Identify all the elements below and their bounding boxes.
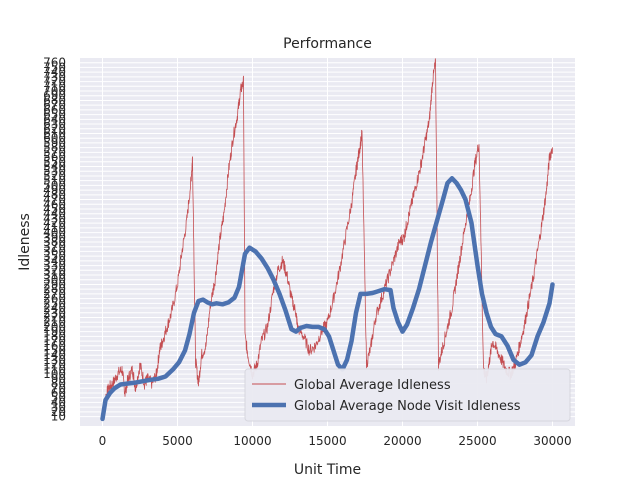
y-tick-label: 600 (43, 131, 66, 145)
y-tick-label: 210 (43, 315, 66, 329)
y-tick-label: 690 (43, 89, 66, 103)
y-tick-label: 320 (43, 263, 66, 277)
y-tick-label: 440 (43, 207, 66, 221)
y-tick-label: 270 (43, 287, 66, 301)
y-tick-label: 10 (51, 410, 66, 424)
x-tick-label: 0 (99, 434, 107, 448)
y-tick-label: 700 (43, 84, 66, 98)
y-tick-label: 230 (43, 306, 66, 320)
y-tick-label: 470 (43, 193, 66, 207)
y-tick-label: 30 (51, 400, 66, 414)
y-tick-label: 90 (51, 372, 66, 386)
y-axis-label: Idleness (17, 213, 33, 271)
legend-box (244, 368, 571, 422)
y-tick-label: 180 (43, 329, 66, 343)
y-tick-label: 250 (43, 296, 66, 310)
y-tick-label: 550 (43, 155, 66, 169)
y-tick-label: 650 (43, 108, 66, 122)
y-tick-label: 560 (43, 150, 66, 164)
y-tick-label: 240 (43, 301, 66, 315)
series-line-global-average-idleness (102, 58, 553, 419)
y-tick-label: 670 (43, 98, 66, 112)
y-tick-label: 160 (43, 339, 66, 353)
x-tick-label: 25000 (458, 434, 496, 448)
y-tick-label: 150 (43, 344, 66, 358)
y-tick-label: 190 (43, 325, 66, 339)
y-tick-label: 490 (43, 183, 66, 197)
y-tick-label: 570 (43, 145, 66, 159)
y-tick-label: 360 (43, 244, 66, 258)
x-tick-label: 30000 (533, 434, 571, 448)
y-tick-label: 680 (43, 93, 66, 107)
y-tick-labels: 1020304050607080901001101201301401501601… (43, 56, 66, 424)
y-tick-label: 730 (43, 70, 66, 84)
y-tick-label: 290 (43, 277, 66, 291)
y-tick-label: 130 (43, 353, 66, 367)
series-line-node-visit-idleness (100, 176, 555, 422)
y-tick-label: 200 (43, 320, 66, 334)
y-tick-label: 520 (43, 169, 66, 183)
y-tick-label: 50 (51, 391, 66, 405)
y-tick-label: 340 (43, 254, 66, 268)
x-tick-label: 5000 (162, 434, 193, 448)
y-tick-label: 660 (43, 103, 66, 117)
y-tick-label: 740 (43, 65, 66, 79)
y-tick-label: 370 (43, 240, 66, 254)
y-tick-label: 390 (43, 230, 66, 244)
y-tick-label: 480 (43, 188, 66, 202)
y-tick-label: 410 (43, 221, 66, 235)
y-tick-label: 60 (51, 386, 66, 400)
y-tick-label: 540 (43, 160, 66, 174)
y-tick-label: 530 (43, 164, 66, 178)
y-tick-label: 580 (43, 141, 66, 155)
x-tick-label: 10000 (233, 434, 271, 448)
y-tick-label: 590 (43, 136, 66, 150)
y-tick-label: 620 (43, 122, 66, 136)
y-tick-label: 630 (43, 117, 66, 131)
y-tick-label: 510 (43, 174, 66, 188)
legend: Global Average Idleness Global Average N… (244, 368, 571, 422)
y-tick-label: 460 (43, 197, 66, 211)
y-tick-label: 720 (43, 75, 66, 89)
y-tick-label: 280 (43, 282, 66, 296)
y-tick-label: 430 (43, 211, 66, 225)
y-tick-label: 610 (43, 126, 66, 140)
y-tick-label: 500 (43, 178, 66, 192)
legend-label-idleness: Global Average Idleness (294, 378, 451, 393)
legend-label-node-visit: Global Average Node Visit Idleness (294, 399, 521, 414)
series-layer (100, 58, 555, 422)
chart-title: Performance (283, 36, 372, 52)
y-tick-label: 110 (43, 362, 66, 376)
y-tick-label: 70 (51, 381, 66, 395)
y-tick-label: 170 (43, 334, 66, 348)
y-tick-label: 750 (43, 60, 66, 74)
y-tick-label: 300 (43, 273, 66, 287)
y-tick-label: 120 (43, 358, 66, 372)
y-tick-label: 140 (43, 348, 66, 362)
y-tick-label: 330 (43, 259, 66, 273)
y-tick-label: 380 (43, 235, 66, 249)
y-tick-label: 80 (51, 377, 66, 391)
y-tick-label: 760 (43, 56, 66, 70)
y-tick-label: 450 (43, 202, 66, 216)
y-tick-label: 420 (43, 216, 66, 230)
x-tick-labels: 0 5000 10000 15000 20000 25000 30000 (99, 434, 572, 448)
y-tick-label: 310 (43, 268, 66, 282)
y-tick-label: 20 (51, 405, 66, 419)
y-tick-label: 220 (43, 310, 66, 324)
y-tick-label: 350 (43, 249, 66, 263)
y-tick-label: 260 (43, 292, 66, 306)
y-tick-label: 640 (43, 112, 66, 126)
y-tick-label: 710 (43, 79, 66, 93)
y-tick-label: 400 (43, 226, 66, 240)
x-tick-label: 15000 (308, 434, 346, 448)
x-axis-label: Unit Time (294, 462, 361, 478)
y-tick-label: 100 (43, 367, 66, 381)
x-tick-label: 20000 (383, 434, 421, 448)
y-tick-label: 40 (51, 395, 66, 409)
